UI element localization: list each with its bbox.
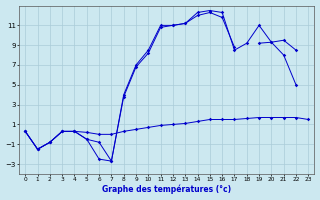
- X-axis label: Graphe des températures (°c): Graphe des températures (°c): [102, 185, 231, 194]
